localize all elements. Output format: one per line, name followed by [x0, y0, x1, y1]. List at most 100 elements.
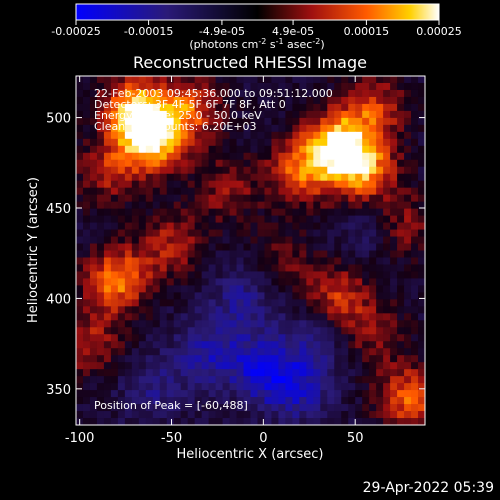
heatmap-cell: [411, 201, 419, 210]
heatmap-cell: [397, 285, 405, 293]
heatmap-cell: [299, 341, 307, 349]
heatmap-cell: [299, 103, 307, 112]
heatmap-cell: [82, 208, 91, 217]
heatmap-cell: [201, 250, 210, 259]
heatmap-cell: [138, 152, 147, 161]
heatmap-cell: [376, 348, 384, 356]
heatmap-cell: [201, 306, 210, 314]
heatmap-cell: [76, 180, 84, 189]
heatmap-cell: [390, 306, 398, 314]
heatmap-cell: [159, 271, 168, 280]
heatmap-cell: [194, 362, 203, 370]
heatmap-cell: [124, 397, 133, 405]
heatmap-cell: [320, 383, 328, 391]
heatmap-cell: [320, 173, 328, 182]
heatmap-cell: [383, 383, 391, 391]
heatmap-cell: [131, 418, 140, 425]
heatmap-cell: [229, 187, 238, 196]
colorbar-tick-label: -0.00025: [51, 25, 100, 38]
heatmap-cell: [257, 306, 266, 314]
heatmap-cell: [264, 76, 273, 84]
heatmap-cell: [229, 166, 238, 175]
heatmap-cell: [187, 355, 196, 363]
heatmap-cell: [194, 341, 203, 349]
heatmap-cell: [124, 76, 133, 84]
heatmap-cell: [89, 250, 98, 259]
heatmap-cell: [194, 124, 203, 133]
heatmap-cell: [341, 159, 349, 168]
heatmap-cell: [138, 278, 147, 286]
heatmap-cell: [292, 201, 300, 210]
heatmap-cell: [159, 411, 168, 419]
heatmap-cell: [369, 341, 377, 349]
heatmap-cell: [110, 383, 119, 391]
heatmap-cell: [166, 96, 175, 105]
heatmap-cell: [152, 306, 161, 314]
heatmap-cell: [131, 187, 140, 196]
heatmap-cell: [299, 299, 307, 307]
heatmap-cell: [383, 411, 391, 419]
heatmap-cell: [292, 299, 300, 307]
heatmap-cell: [369, 96, 377, 105]
heatmap-cell: [159, 390, 168, 398]
plot-frame: [75, 75, 426, 426]
heatmap-cell: [229, 390, 238, 398]
heatmap-cell: [397, 306, 405, 314]
heatmap-cell: [89, 117, 98, 126]
heatmap-cell: [201, 131, 210, 140]
heatmap-cell: [334, 383, 342, 391]
heatmap-cell: [313, 285, 321, 293]
heatmap-cell: [306, 159, 314, 168]
heatmap-cell: [362, 96, 370, 105]
heatmap-cell: [117, 250, 126, 259]
heatmap-cell: [145, 264, 154, 273]
heatmap-cell: [89, 243, 98, 252]
heatmap-cell: [201, 292, 210, 300]
heatmap-cell: [411, 292, 419, 300]
heatmap-cell: [376, 390, 384, 398]
heatmap-cell: [362, 299, 370, 307]
heatmap-cell: [341, 264, 349, 273]
heatmap-cell: [327, 397, 335, 405]
heatmap-cell: [131, 215, 140, 224]
heatmap-cell: [117, 96, 126, 105]
heatmap-cell: [138, 348, 147, 356]
heatmap-cell: [383, 173, 391, 182]
heatmap-cell: [355, 334, 363, 342]
heatmap-cell: [166, 320, 175, 328]
heatmap-cell: [152, 320, 161, 328]
heatmap-cell: [208, 397, 217, 405]
heatmap-cell: [271, 362, 280, 370]
heatmap-cell: [313, 124, 321, 133]
heatmap-cell: [299, 152, 307, 161]
heatmap-cell: [215, 320, 224, 328]
heatmap-cell: [166, 110, 175, 119]
heatmap-cell: [76, 348, 84, 356]
heatmap-cell: [390, 320, 398, 328]
heatmap-cell: [250, 96, 259, 105]
heatmap-cell: [362, 285, 370, 293]
heatmap-cell: [180, 264, 189, 273]
heatmap-cell: [285, 152, 293, 161]
heatmap-cell: [124, 82, 133, 91]
heatmap-cell: [341, 215, 349, 224]
heatmap-cell: [362, 187, 370, 196]
heatmap-cell: [159, 194, 168, 203]
heatmap-cell: [208, 124, 217, 133]
heatmap-cell: [96, 278, 105, 286]
heatmap-cell: [313, 243, 321, 252]
heatmap-cell: [173, 82, 182, 91]
heatmap-cell: [404, 285, 412, 293]
heatmap-cell: [418, 292, 425, 300]
heatmap-cell: [411, 257, 419, 266]
heatmap-cell: [250, 320, 259, 328]
heatmap-cell: [201, 194, 210, 203]
heatmap-cell: [124, 201, 133, 210]
heatmap-cell: [334, 299, 342, 307]
heatmap-cell: [229, 236, 238, 245]
heatmap-cell: [236, 411, 245, 419]
heatmap-cell: [103, 383, 112, 391]
heatmap-cell: [355, 222, 363, 231]
heatmap-cell: [76, 369, 84, 377]
